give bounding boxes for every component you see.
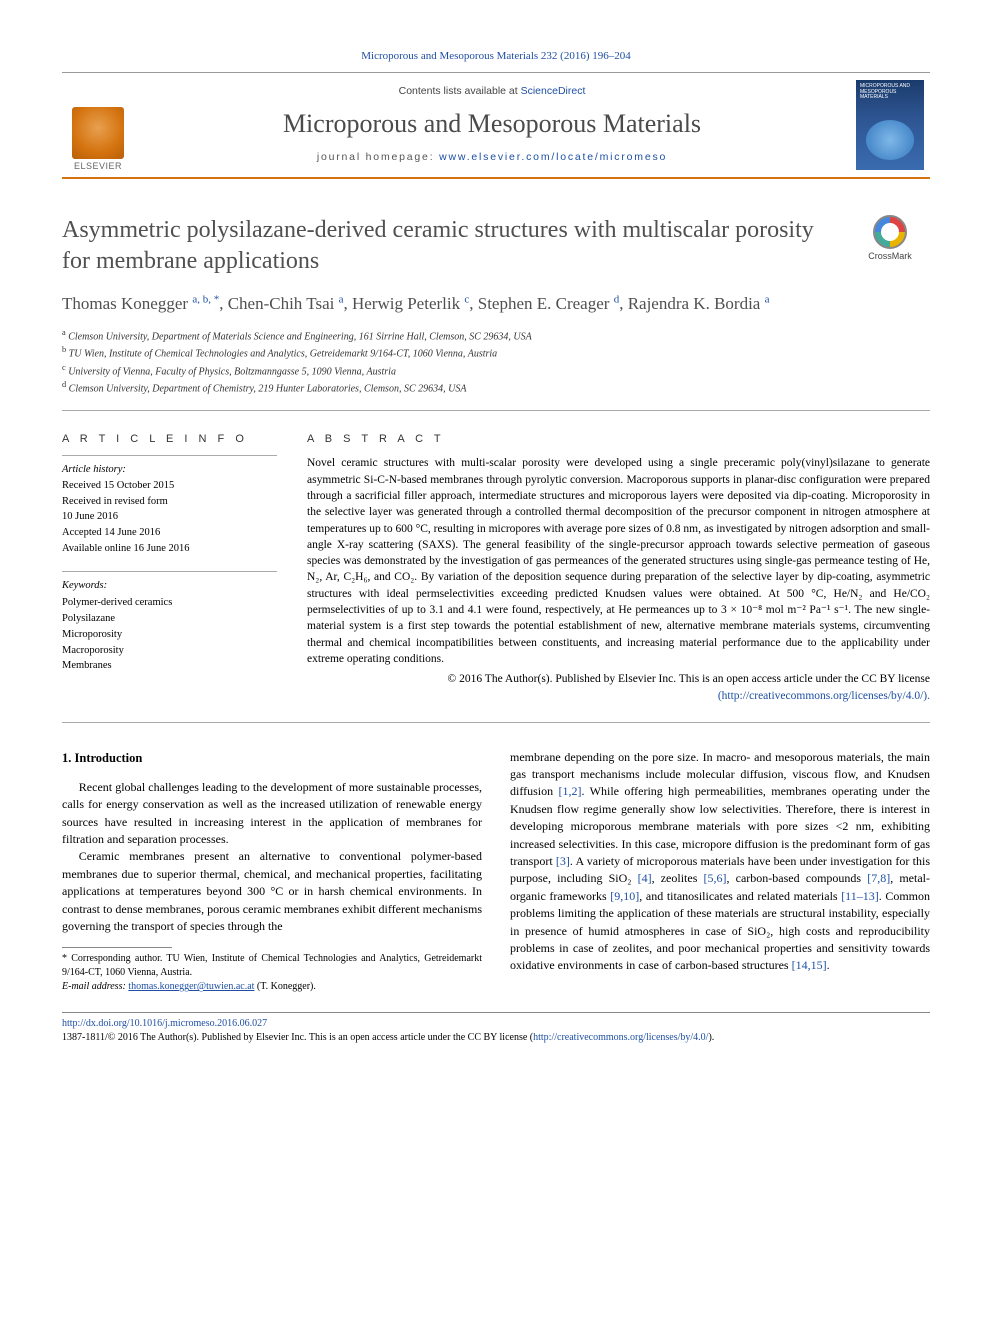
homepage-link[interactable]: www.elsevier.com/locate/micromeso bbox=[439, 151, 667, 163]
body-frag: . bbox=[827, 958, 830, 972]
corresponding-author: * Corresponding author. TU Wien, Institu… bbox=[62, 952, 482, 994]
body-frag: , and titanosilicates and related materi… bbox=[639, 889, 841, 903]
email-suffix: (T. Konegger). bbox=[254, 981, 315, 992]
publisher-logo: ELSEVIER bbox=[62, 73, 134, 177]
history-label: Article history: bbox=[62, 462, 277, 478]
journal-title: Microporous and Mesoporous Materials bbox=[144, 109, 840, 139]
article-history: Article history: Received 15 October 201… bbox=[62, 455, 277, 557]
contents-available: Contents lists available at ScienceDirec… bbox=[144, 85, 840, 97]
ref-link[interactable]: [4] bbox=[638, 871, 652, 885]
history-line: Received in revised form bbox=[62, 494, 277, 510]
intro-p1: Recent global challenges leading to the … bbox=[62, 779, 482, 849]
keyword: Membranes bbox=[62, 658, 277, 674]
history-line: Available online 16 June 2016 bbox=[62, 541, 277, 557]
keyword: Macroporosity bbox=[62, 643, 277, 659]
author-list: Thomas Konegger a, b, *, Chen-Chih Tsai … bbox=[62, 291, 930, 317]
history-line: Accepted 14 June 2016 bbox=[62, 525, 277, 541]
affiliation: b TU Wien, Institute of Chemical Technol… bbox=[62, 344, 930, 361]
body-frag: , carbon-based compounds bbox=[727, 871, 868, 885]
keywords-label: Keywords: bbox=[62, 578, 277, 594]
page-footer: http://dx.doi.org/10.1016/j.micromeso.20… bbox=[62, 1012, 930, 1045]
journal-cover-thumb: MICROPOROUS AND MESOPOROUS MATERIALS bbox=[850, 73, 930, 177]
ref-link[interactable]: [7,8] bbox=[867, 871, 890, 885]
history-line: 10 June 2016 bbox=[62, 509, 277, 525]
corresponding-label: * Corresponding author. TU Wien, Institu… bbox=[62, 952, 482, 980]
keyword: Polymer-derived ceramics bbox=[62, 595, 277, 611]
affiliation: a Clemson University, Department of Mate… bbox=[62, 327, 930, 344]
affiliations: a Clemson University, Department of Mate… bbox=[62, 327, 930, 411]
copyright-line: © 2016 The Author(s). Published by Elsev… bbox=[307, 671, 930, 703]
footer-license-link[interactable]: http://creativecommons.org/licenses/by/4… bbox=[533, 1032, 708, 1043]
history-line: Received 15 October 2015 bbox=[62, 478, 277, 494]
email-label: E-mail address: bbox=[62, 981, 128, 992]
crossmark-label: CrossMark bbox=[868, 251, 912, 261]
crossmark-widget[interactable]: CrossMark bbox=[850, 215, 930, 261]
header-band: ELSEVIER Contents lists available at Sci… bbox=[62, 72, 930, 179]
sciencedirect-link[interactable]: ScienceDirect bbox=[521, 85, 586, 97]
issn-line: 1387-1811/© 2016 The Author(s). Publishe… bbox=[62, 1032, 533, 1043]
contents-prefix: Contents lists available at bbox=[399, 85, 521, 97]
copyright-text: © 2016 The Author(s). Published by Elsev… bbox=[448, 673, 930, 685]
abstract-heading: A B S T R A C T bbox=[307, 433, 930, 445]
license-close: ). bbox=[708, 1032, 714, 1043]
ref-link[interactable]: [3] bbox=[556, 854, 570, 868]
affiliation: d Clemson University, Department of Chem… bbox=[62, 379, 930, 396]
ref-link[interactable]: [5,6] bbox=[704, 871, 727, 885]
intro-p2a: Ceramic membranes present an alternative… bbox=[62, 848, 482, 935]
cover-title: MICROPOROUS AND MESOPOROUS MATERIALS bbox=[860, 84, 920, 101]
ref-link[interactable]: [1,2] bbox=[559, 784, 582, 798]
keyword: Microporosity bbox=[62, 627, 277, 643]
homepage-prefix: journal homepage: bbox=[317, 151, 439, 163]
elsevier-tree-icon bbox=[72, 107, 124, 159]
license-link[interactable]: (http://creativecommons.org/licenses/by/… bbox=[718, 690, 930, 702]
article-info-heading: A R T I C L E I N F O bbox=[62, 433, 277, 445]
abstract-text: Novel ceramic structures with multi-scal… bbox=[307, 455, 930, 667]
corresponding-email[interactable]: thomas.konegger@tuwien.ac.at bbox=[128, 981, 254, 992]
body-frag: , zeolites bbox=[652, 871, 704, 885]
footnote-separator bbox=[62, 947, 172, 948]
body-text: 1. Introduction Recent global challenges… bbox=[62, 749, 930, 995]
keyword: Polysilazane bbox=[62, 611, 277, 627]
citation-line: Microporous and Mesoporous Materials 232… bbox=[62, 50, 930, 62]
keywords-block: Keywords: Polymer-derived ceramicsPolysi… bbox=[62, 571, 277, 675]
intro-p2b: membrane depending on the pore size. In … bbox=[510, 749, 930, 975]
journal-homepage: journal homepage: www.elsevier.com/locat… bbox=[144, 151, 840, 163]
article-title: Asymmetric polysilazane-derived ceramic … bbox=[62, 215, 838, 277]
crossmark-icon bbox=[873, 215, 907, 249]
section-heading: 1. Introduction bbox=[62, 749, 482, 767]
affiliation: c University of Vienna, Faculty of Physi… bbox=[62, 362, 930, 379]
ref-link[interactable]: [11–13] bbox=[841, 889, 879, 903]
ref-link[interactable]: [9,10] bbox=[610, 889, 639, 903]
publisher-name: ELSEVIER bbox=[74, 161, 122, 171]
ref-link[interactable]: [14,15] bbox=[792, 958, 827, 972]
doi-link[interactable]: http://dx.doi.org/10.1016/j.micromeso.20… bbox=[62, 1018, 267, 1029]
